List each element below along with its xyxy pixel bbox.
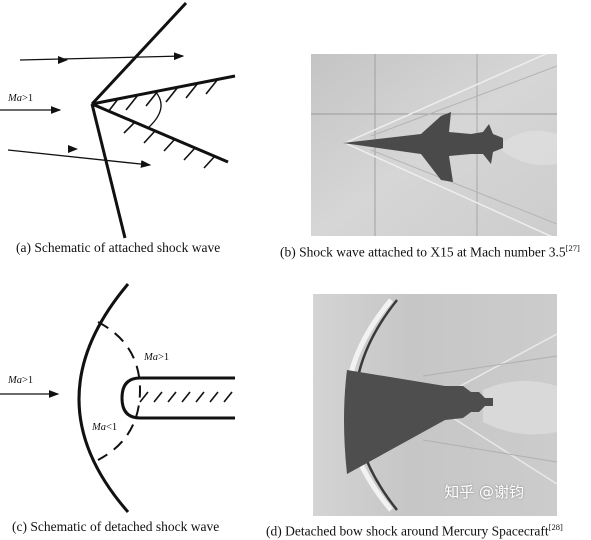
mercury-capsule-silhouette bbox=[344, 370, 493, 474]
detached-shock-schematic: Ma>1 Ma>1 Ma<1 bbox=[0, 283, 235, 513]
caption-c: (c) Schematic of detached shock wave bbox=[12, 519, 220, 534]
watermark: 知乎 @谢钧 bbox=[444, 483, 524, 501]
mach-label-upper: Ma>1 bbox=[143, 352, 169, 363]
lower-shock-line bbox=[90, 103, 127, 239]
wedge-hatching bbox=[107, 78, 219, 169]
x15-silhouette bbox=[343, 112, 503, 182]
attached-shock-schematic: Ma>1 bbox=[0, 1, 236, 239]
upper-shock-line bbox=[90, 1, 188, 106]
blunt-body-hatching bbox=[139, 391, 233, 403]
mach-label: Ma>1 bbox=[7, 93, 33, 104]
wedge-upper-surface bbox=[91, 74, 236, 106]
mach-label-freestream: Ma>1 bbox=[7, 375, 33, 386]
caption-b: (b) Shock wave attached to X15 at Mach n… bbox=[280, 243, 580, 260]
mach-label-subsonic: Ma<1 bbox=[91, 422, 117, 433]
caption-a: (a) Schematic of attached shock wave bbox=[16, 240, 221, 255]
x15-schlieren-photo bbox=[311, 54, 557, 236]
mercury-schlieren-photo: 知乎 @谢钧 bbox=[313, 294, 557, 516]
bow-shock-curve bbox=[77, 283, 130, 513]
flow-arrow-lower bbox=[7, 149, 152, 168]
wedge-angle-arc bbox=[147, 90, 162, 129]
blunt-body bbox=[120, 376, 235, 420]
flow-arrow-upper bbox=[19, 52, 185, 61]
sonic-line bbox=[97, 321, 142, 461]
wedge-lower-surface bbox=[91, 102, 229, 164]
caption-d: (d) Detached bow shock around Mercury Sp… bbox=[266, 522, 563, 539]
